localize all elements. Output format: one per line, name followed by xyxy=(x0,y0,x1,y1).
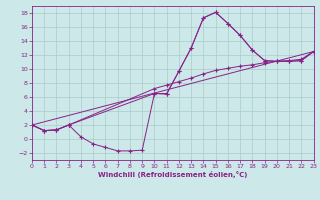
X-axis label: Windchill (Refroidissement éolien,°C): Windchill (Refroidissement éolien,°C) xyxy=(98,171,247,178)
